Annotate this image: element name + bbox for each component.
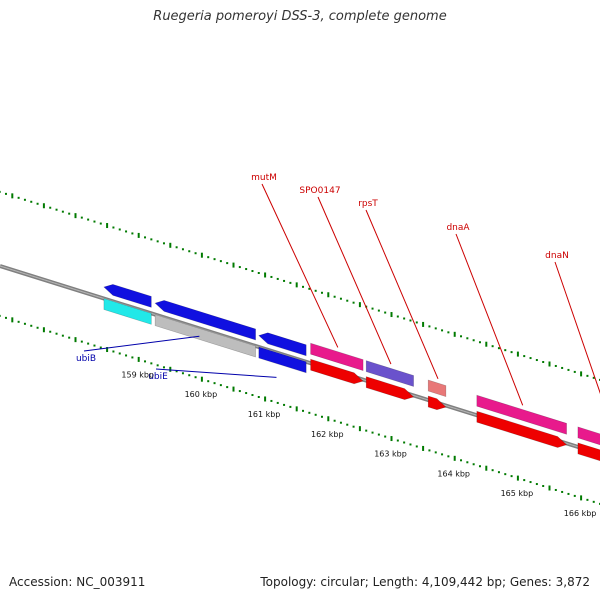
gene-feature[interactable] — [154, 314, 256, 358]
dnaA-gene-feature[interactable] — [476, 394, 567, 435]
cds-feature[interactable] — [103, 284, 152, 308]
gene-label-rpst[interactable]: rpsT — [358, 199, 378, 209]
kbp-label: 163 kbp — [374, 450, 407, 459]
kbp-label: 162 kbp — [311, 430, 344, 439]
cds-feature[interactable] — [427, 395, 447, 411]
gene-label-dnan[interactable]: dnaN — [545, 251, 569, 261]
gene-label-spo0147[interactable]: SPO0147 — [299, 186, 340, 196]
ubiB-cds-feature[interactable] — [154, 300, 256, 341]
kbp-label: 164 kbp — [437, 469, 470, 478]
map-title: Ruegeria pomeroyi DSS-3, complete genome — [153, 9, 447, 24]
kbp-label: 159 kbp — [121, 370, 154, 379]
gene-label-ubib[interactable]: ubiB — [76, 354, 96, 364]
rpsT-gene-feature[interactable] — [427, 379, 447, 398]
kbp-label: 166 kbp — [564, 509, 597, 518]
kbp-label: 161 kbp — [248, 410, 281, 419]
kbp-label: 160 kbp — [185, 390, 218, 399]
gene-label-dnaa[interactable]: dnaA — [446, 223, 470, 233]
dnaN-gene-feature[interactable] — [577, 426, 600, 460]
cds-feature[interactable] — [310, 358, 364, 385]
SPO0147-gene-feature[interactable] — [365, 360, 414, 387]
cds-feature[interactable] — [476, 410, 568, 448]
outer-tick-ring — [0, 190, 600, 381]
kbp-labels: 159 kbp 160 kbp 161 kbp 162 kbp 163 kbp 164 k… — [121, 370, 597, 518]
accession-label: Accession: NC_003911 — [9, 575, 146, 589]
gene-feature[interactable] — [103, 298, 152, 325]
kbp-label: 165 kbp — [501, 489, 534, 498]
cds-feature[interactable] — [577, 442, 600, 473]
gene-features — [103, 284, 600, 473]
inner-tick-ring — [0, 314, 600, 505]
gene-label-mutm[interactable]: mutM — [251, 173, 277, 183]
gene-labels: ubiB ubiE mutM SPO0147 rpsT dnaA dnaN — [76, 173, 600, 406]
genome-summary: Topology: circular; Length: 4,109,442 bp… — [260, 575, 590, 589]
cds-feature[interactable] — [258, 332, 307, 357]
cds-feature[interactable] — [365, 376, 415, 400]
mutM-gene-feature[interactable] — [310, 342, 364, 372]
ubiE-gene-feature[interactable] — [258, 346, 307, 374]
gene-label-ubie[interactable]: ubiE — [148, 372, 168, 382]
